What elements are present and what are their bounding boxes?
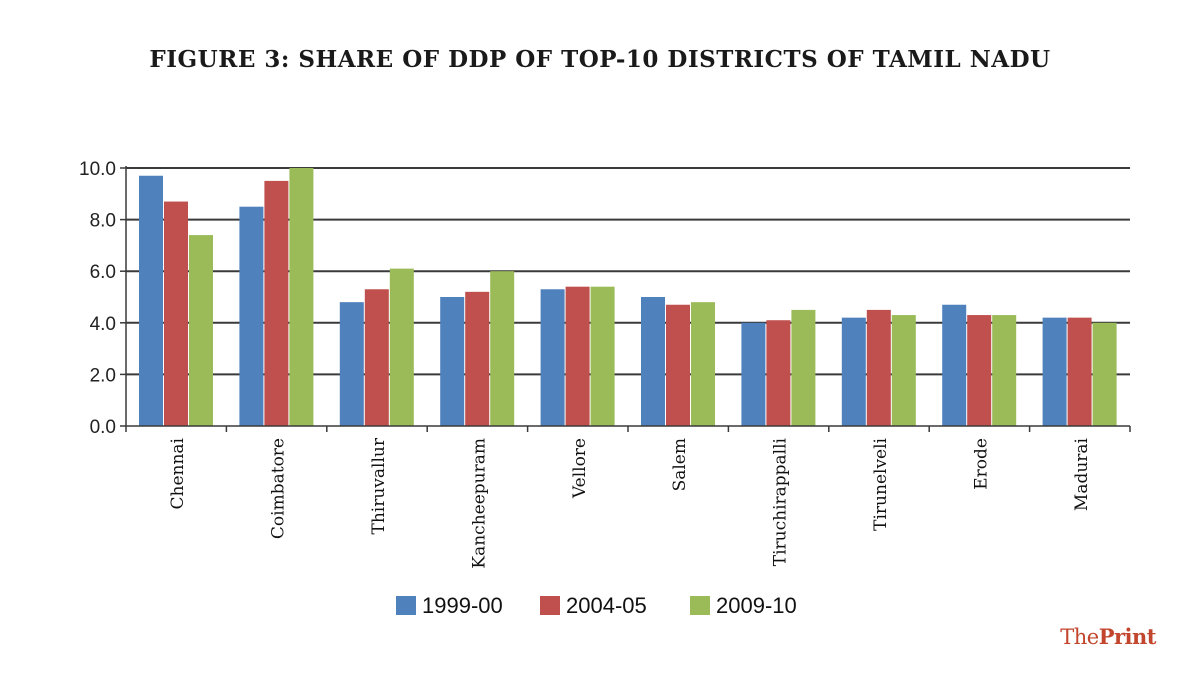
- legend-label-2004-05: 2004-05: [566, 593, 647, 618]
- x-tick-label: Madurai: [1072, 437, 1092, 511]
- y-tick-label: 8.0: [90, 211, 116, 232]
- bar-kancheepuram-2009-10: [490, 271, 515, 426]
- axes: 0.0 2.0 4.0 6.0 8.0 10.0: [79, 159, 1131, 438]
- bar-coimbatore-2004-05: [264, 180, 289, 426]
- x-tick-label: Thiruvallur: [369, 437, 389, 534]
- bar-thiruvallur-2009-10: [389, 268, 414, 426]
- bar-kancheepuram-1999-00: [440, 297, 465, 426]
- brand-logo: ThePrint: [1060, 624, 1156, 649]
- bar-vellore-2009-10: [590, 286, 615, 426]
- x-tick-label: Tirunelveli: [871, 437, 891, 530]
- chart-title: FIGURE 3: SHARE OF DDP OF TOP-10 DISTRIC…: [149, 46, 1051, 73]
- bar-tirunelveli-2004-05: [866, 309, 891, 426]
- bar-salem-1999-00: [641, 297, 665, 426]
- y-tick-label: 4.0: [90, 314, 116, 335]
- legend-swatch-2009-10: [690, 596, 710, 615]
- legend-swatch-1999-00: [396, 596, 416, 615]
- y-tick-label: 10.0: [79, 159, 116, 180]
- x-tick-label: Vellore: [570, 438, 590, 499]
- y-tick-label: 2.0: [90, 365, 116, 386]
- bars: [139, 168, 1117, 426]
- bar-kancheepuram-2004-05: [465, 291, 490, 426]
- y-tick-label: 6.0: [90, 262, 116, 283]
- bar-thiruvallur-2004-05: [364, 289, 389, 426]
- bar-erode-2009-10: [992, 315, 1017, 426]
- bar-madurai-2004-05: [1067, 317, 1092, 426]
- bar-madurai-2009-10: [1092, 322, 1117, 426]
- bar-madurai-1999-00: [1042, 317, 1067, 426]
- legend-label-1999-00: 1999-00: [422, 593, 503, 618]
- bar-coimbatore-1999-00: [239, 206, 264, 426]
- bar-chennai-1999-00: [139, 175, 163, 426]
- legend-label-2009-10: 2009-10: [716, 593, 797, 618]
- x-tick-label: Chennai: [168, 437, 188, 509]
- bar-tirunelveli-2009-10: [891, 315, 916, 426]
- bar-vellore-1999-00: [540, 289, 565, 426]
- brand-logo-part2: Print: [1098, 624, 1157, 649]
- bar-tiruchirappalli-2004-05: [766, 320, 791, 426]
- x-tick-labels: Chennai Coimbatore Thiruvallur Kancheepuram…: [168, 437, 1092, 568]
- bar-vellore-2004-05: [565, 286, 590, 426]
- bar-tiruchirappalli-2009-10: [791, 309, 816, 426]
- x-tick-label: Salem: [670, 438, 690, 491]
- bar-tiruchirappalli-1999-00: [741, 322, 766, 426]
- x-tick-label: Kancheepuram: [469, 438, 489, 569]
- x-tick-label: Coimbatore: [269, 438, 289, 539]
- bar-chennai-2009-10: [189, 235, 213, 426]
- bar-erode-1999-00: [942, 304, 967, 426]
- bar-erode-2004-05: [967, 315, 992, 426]
- x-tick-label: Erode: [971, 438, 991, 490]
- bar-salem-2009-10: [691, 302, 715, 426]
- brand-logo-part1: The: [1060, 625, 1099, 649]
- bar-chennai-2004-05: [164, 201, 188, 426]
- bar-thiruvallur-1999-00: [339, 302, 364, 426]
- bar-tirunelveli-1999-00: [841, 317, 866, 426]
- x-tick-label: Tiruchirappalli: [771, 437, 791, 566]
- legend: 1999-00 2004-05 2009-10: [396, 593, 797, 618]
- bar-coimbatore-2009-10: [289, 168, 314, 426]
- legend-swatch-2004-05: [540, 596, 560, 615]
- bar-salem-2004-05: [666, 304, 690, 426]
- y-tick-label: 0.0: [90, 417, 116, 438]
